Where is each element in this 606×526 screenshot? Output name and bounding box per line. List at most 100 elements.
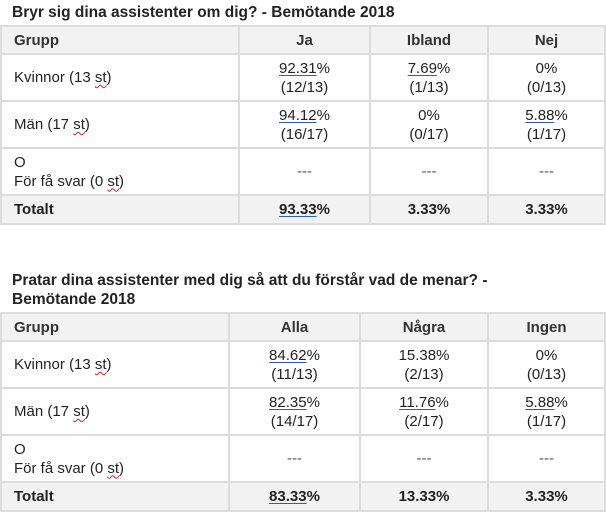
value-cell: 0% (0/13) [487, 340, 606, 389]
total-percent-link[interactable]: 93.33 [279, 201, 317, 218]
group-unit: st [73, 116, 85, 133]
table-title: Pratar dina assistenter med dig så att d… [0, 268, 606, 312]
table-title-line1: Pratar dina assistenter med dig så att d… [12, 272, 488, 289]
value-cell: 7.69% (1/13) [369, 53, 489, 102]
value-cell: 0% (0/17) [369, 100, 489, 149]
table-title: Bryr sig dina assistenter om dig? - Bemö… [0, 0, 606, 25]
table-row: Män (17 st) 82.35% (14/17) 11.76% (2/17) 5… [0, 387, 606, 436]
total-cell: 3.33% [369, 194, 489, 225]
value-cell: 5.88% (1/17) [487, 387, 606, 436]
percent-link[interactable]: 92.31 [279, 59, 317, 77]
header-row: Grupp Alla Några Ingen [0, 312, 606, 342]
table-row: Män (17 st) 94.12% (16/17) 0% (0/17) 5.88%… [0, 100, 606, 149]
percent-sign: % [316, 201, 330, 218]
column-header-group: Grupp [0, 312, 230, 342]
percent-sign: % [436, 59, 451, 77]
group-label: Kvinnor (13 [14, 69, 95, 86]
other-line1: O [14, 440, 26, 458]
table-title-text: Bryr sig dina assistenter om dig? - Bemö… [12, 4, 395, 21]
group-suffix: ) [106, 69, 112, 86]
table-block-1: Bryr sig dina assistenter om dig? - Bemö… [0, 0, 606, 225]
group-cell: O För få svar (0 st) [0, 147, 240, 196]
table-row-other: O För få svar (0 st) --- --- --- [0, 147, 606, 196]
group-cell: Män (17 st) [0, 387, 230, 436]
empty-cell: --- [487, 147, 606, 196]
count-text: (12/13) [280, 78, 329, 96]
count-text: (0/13) [526, 365, 567, 383]
percent-link[interactable]: 94.12 [279, 106, 317, 124]
count-text: (2/13) [404, 365, 444, 383]
table-row-other: O För få svar (0 st) --- --- --- [0, 434, 606, 483]
percent-sign: % [435, 393, 449, 411]
total-percent: 3.33% [407, 201, 451, 218]
percent-sign: % [316, 59, 330, 77]
other-line2-suffix: ) [119, 172, 125, 190]
table-title-line2: Bemötande 2018 [12, 291, 136, 308]
count-text: (1/13) [409, 78, 449, 96]
percent-text: 0% [535, 59, 558, 77]
total-cell: 3.33% [487, 194, 606, 225]
count-text: (2/17) [404, 412, 444, 430]
group-unit: st [94, 356, 107, 373]
total-cell: 83.33% [228, 481, 361, 512]
empty-cell: --- [228, 434, 361, 483]
percent-link[interactable]: 7.69 [407, 59, 437, 77]
value-cell: 94.12% (16/17) [238, 100, 371, 149]
other-line2-prefix: För få svar (0 [14, 172, 108, 190]
percent-link[interactable]: 82.35 [269, 393, 307, 411]
column-header-alla: Alla [228, 312, 361, 342]
total-percent-link[interactable]: 83.33 [269, 488, 307, 505]
percent-text: 0% [535, 346, 558, 364]
other-line1: O [14, 153, 26, 171]
group-unit: st [94, 69, 107, 86]
count-text: (14/17) [270, 412, 319, 430]
column-header-nej: Nej [487, 25, 606, 55]
total-cell: 3.33% [487, 481, 606, 512]
count-text: (0/17) [409, 125, 449, 143]
total-cell: 13.33% [359, 481, 489, 512]
empty-cell: --- [359, 434, 489, 483]
other-unit: st [107, 459, 120, 477]
other-line2-prefix: För få svar (0 [14, 459, 108, 477]
results-table: Grupp Ja Ibland Nej Kvinnor (13 st) 92.3… [0, 25, 606, 225]
total-row: Totalt 93.33% 3.33% 3.33% [0, 194, 606, 225]
column-header-ingen: Ingen [487, 312, 606, 342]
group-cell: Män (17 st) [0, 100, 240, 149]
percent-link[interactable]: 84.62 [269, 346, 307, 364]
results-table: Grupp Alla Några Ingen Kvinnor (13 st) 8… [0, 312, 606, 512]
percent-link[interactable]: 5.88 [525, 106, 555, 124]
percent-sign: % [554, 393, 568, 411]
count-text: (0/13) [526, 78, 567, 96]
group-cell: O För få svar (0 st) [0, 434, 230, 483]
group-suffix: ) [106, 356, 112, 373]
percent-link[interactable]: 11.76 [399, 393, 436, 411]
value-cell: 82.35% (14/17) [228, 387, 361, 436]
value-cell: 5.88% (1/17) [487, 100, 606, 149]
column-header-nagra: Några [359, 312, 489, 342]
table-row: Kvinnor (13 st) 92.31% (12/13) 7.69% (1/13… [0, 53, 606, 102]
percent-link[interactable]: 5.88 [525, 393, 555, 411]
group-label: Kvinnor (13 [14, 356, 95, 373]
percent-sign: % [306, 488, 320, 505]
total-cell: 93.33% [238, 194, 371, 225]
total-label: Totalt [0, 481, 230, 512]
column-header-group: Grupp [0, 25, 240, 55]
group-label: Män (17 [14, 116, 74, 133]
value-cell: 15.38% (2/13) [359, 340, 489, 389]
header-row: Grupp Ja Ibland Nej [0, 25, 606, 55]
column-header-ja: Ja [238, 25, 371, 55]
group-cell: Kvinnor (13 st) [0, 340, 230, 389]
count-text: (1/17) [526, 412, 567, 430]
empty-cell: --- [487, 434, 606, 483]
total-percent: 3.33% [525, 201, 568, 218]
count-text: (11/13) [271, 365, 318, 383]
total-label: Totalt [0, 194, 240, 225]
group-label: Män (17 [14, 403, 74, 420]
count-text: (16/17) [280, 125, 329, 143]
column-header-ibland: Ibland [369, 25, 489, 55]
percent-sign: % [554, 106, 568, 124]
group-suffix: ) [84, 116, 90, 133]
group-unit: st [73, 403, 85, 420]
value-cell: 92.31% (12/13) [238, 53, 371, 102]
table-block-2: Pratar dina assistenter med dig så att d… [0, 268, 606, 512]
